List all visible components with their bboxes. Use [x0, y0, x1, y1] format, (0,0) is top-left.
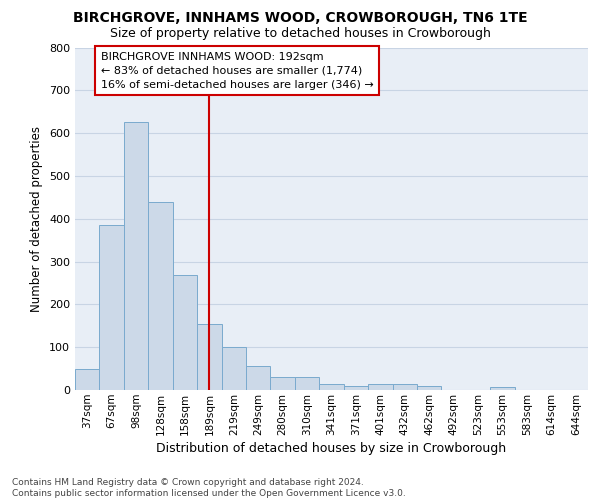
Bar: [344, 386, 368, 390]
Bar: [148, 202, 173, 390]
Bar: [490, 386, 515, 390]
Text: Size of property relative to detached houses in Crowborough: Size of property relative to detached ho…: [110, 28, 490, 40]
Bar: [417, 386, 442, 390]
Bar: [319, 384, 344, 390]
Bar: [197, 324, 221, 390]
Y-axis label: Number of detached properties: Number of detached properties: [31, 126, 43, 312]
Bar: [100, 225, 124, 390]
Bar: [368, 384, 392, 390]
Bar: [221, 347, 246, 390]
Bar: [392, 384, 417, 390]
Bar: [271, 377, 295, 390]
Bar: [75, 368, 100, 390]
Bar: [124, 122, 148, 390]
X-axis label: Distribution of detached houses by size in Crowborough: Distribution of detached houses by size …: [157, 442, 506, 455]
Bar: [295, 377, 319, 390]
Bar: [246, 366, 271, 390]
Text: BIRCHGROVE INNHAMS WOOD: 192sqm
← 83% of detached houses are smaller (1,774)
16%: BIRCHGROVE INNHAMS WOOD: 192sqm ← 83% of…: [101, 52, 373, 90]
Text: BIRCHGROVE, INNHAMS WOOD, CROWBOROUGH, TN6 1TE: BIRCHGROVE, INNHAMS WOOD, CROWBOROUGH, T…: [73, 11, 527, 25]
Bar: [173, 276, 197, 390]
Text: Contains HM Land Registry data © Crown copyright and database right 2024.
Contai: Contains HM Land Registry data © Crown c…: [12, 478, 406, 498]
